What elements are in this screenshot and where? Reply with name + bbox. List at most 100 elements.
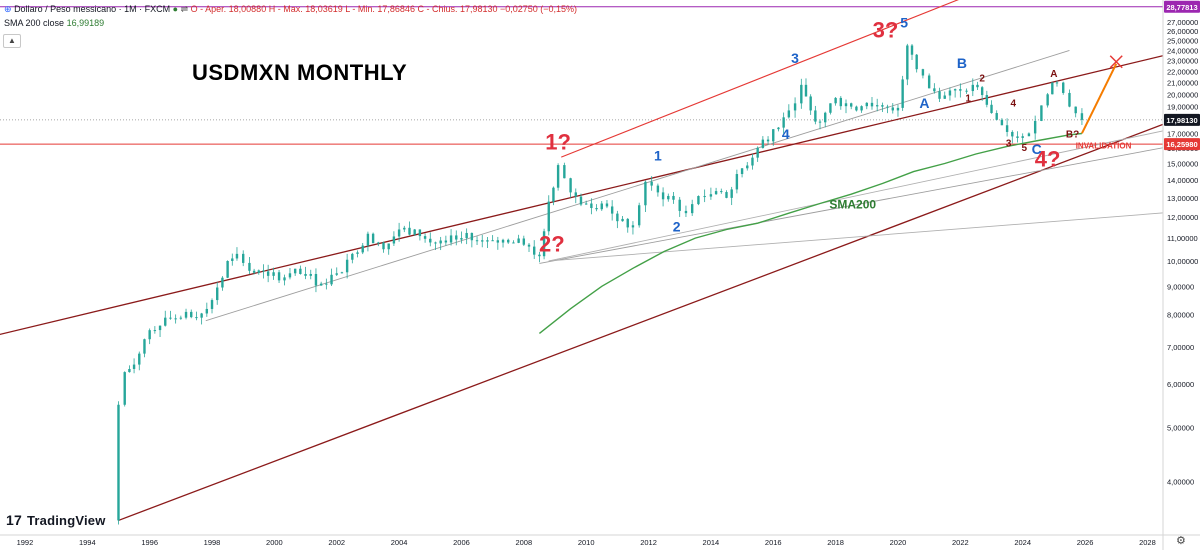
candle-body	[179, 317, 183, 319]
candle-body	[563, 165, 566, 179]
candle-body	[720, 191, 723, 193]
time-tick-label: 2010	[578, 538, 595, 547]
candle-body	[439, 240, 442, 244]
candle-body	[314, 273, 318, 286]
candle-body	[661, 192, 665, 200]
candle-body	[690, 204, 694, 214]
candle-body	[881, 105, 884, 107]
price-badge	[1164, 138, 1200, 151]
candle-body	[855, 106, 858, 111]
price-badge	[1164, 113, 1200, 126]
candle-body	[787, 110, 791, 118]
price-tick-label: 8,00000	[1167, 311, 1194, 320]
price-tick-label: 22,00000	[1167, 67, 1198, 76]
candle-body	[1080, 113, 1084, 120]
time-axis-background	[0, 535, 1200, 550]
invalidation-label: INVALIDATION	[1076, 142, 1132, 151]
price-tick-label: 9,00000	[1167, 282, 1194, 291]
candle-body	[221, 277, 224, 288]
candle-body	[465, 232, 468, 239]
candle-body	[470, 232, 474, 241]
time-tick-label: 2000	[266, 538, 283, 547]
candle-body	[971, 84, 975, 92]
candle-body	[512, 242, 515, 244]
tradingview-logo-icon: 17	[6, 512, 22, 528]
indicator-legend[interactable]: SMA 200 close 16,99189	[4, 18, 104, 28]
time-tick-label: 2008	[515, 538, 532, 547]
symbol-line[interactable]: Dollaro / Peso messicano · 1M · FXCM	[14, 4, 171, 14]
candle-body	[210, 300, 214, 309]
candle-body	[772, 129, 775, 142]
candle-body	[117, 404, 120, 521]
candle-body	[697, 196, 700, 205]
candle-body	[184, 311, 188, 318]
brand-name: TradingView	[26, 513, 106, 528]
price-tick-label: 19,00000	[1167, 103, 1198, 112]
candle-body	[164, 317, 167, 326]
candle-body	[397, 229, 401, 237]
candle-body	[200, 313, 203, 318]
candle-body	[242, 253, 245, 263]
candle-body	[804, 84, 808, 97]
candle-body	[1062, 82, 1065, 93]
price-tick-label: 4,00000	[1167, 477, 1194, 486]
price-tick-label: 25,00000	[1167, 37, 1198, 46]
candle-body	[921, 69, 925, 76]
price-axis-background	[1163, 0, 1200, 550]
gear-icon[interactable]: ⚙	[1176, 535, 1186, 547]
candle-body	[834, 97, 837, 104]
candle-body	[304, 273, 307, 276]
candle-body	[703, 196, 706, 198]
candle-body	[631, 225, 635, 228]
candle-body	[965, 90, 968, 92]
price-tick-label: 17,00000	[1167, 129, 1198, 138]
compare-icon[interactable]: ⇌	[180, 4, 189, 14]
wave-label: 3?	[873, 18, 899, 43]
projection-line	[1081, 63, 1118, 134]
collapse-legend-button[interactable]: ▲	[3, 34, 21, 48]
candle-body	[132, 364, 136, 369]
candle-body	[756, 147, 759, 158]
candle-body	[910, 45, 914, 55]
candle-body	[927, 75, 931, 89]
candle-body	[257, 270, 260, 273]
time-tick-label: 2028	[1139, 538, 1156, 547]
time-tick-label: 2014	[703, 538, 720, 547]
candle-body	[850, 103, 853, 107]
candle-body	[1046, 94, 1049, 106]
price-tick-label: 20,00000	[1167, 90, 1198, 99]
candle-body	[730, 189, 733, 198]
candle-body	[829, 103, 832, 113]
candle-body	[392, 236, 396, 244]
candle-body	[1068, 92, 1071, 107]
candle-body	[293, 268, 297, 274]
candle-body	[644, 181, 647, 206]
chart-title: USDMXN MONTHLY	[192, 60, 408, 85]
candle-body	[990, 104, 993, 114]
candle-body	[1033, 120, 1037, 134]
grid-layer	[0, 6, 1163, 145]
indicator-value: 16,99189	[66, 18, 105, 28]
time-tick-label: 1996	[141, 538, 158, 547]
time-tick-label: 2024	[1014, 538, 1031, 547]
candles-layer	[117, 43, 1084, 525]
price-tick-label: 6,00000	[1167, 380, 1194, 389]
candle-body	[1021, 136, 1024, 138]
sma-layer	[538, 132, 1082, 334]
candle-body	[610, 206, 614, 214]
candle-body	[266, 271, 270, 276]
candle-body	[600, 203, 603, 210]
candle-body	[216, 287, 219, 301]
candle-body	[943, 95, 946, 99]
price-badge-label: 16,25980	[1166, 140, 1197, 149]
wave-label: 3	[1006, 138, 1012, 149]
candle-body	[777, 127, 780, 130]
wave-label: A	[919, 95, 929, 111]
candle-body	[1011, 131, 1014, 137]
grey-trend-line-2	[539, 140, 1200, 264]
candle-body	[277, 272, 281, 281]
wave-label: B?	[1066, 130, 1079, 141]
candle-body	[507, 239, 510, 243]
candle-body	[714, 191, 718, 195]
